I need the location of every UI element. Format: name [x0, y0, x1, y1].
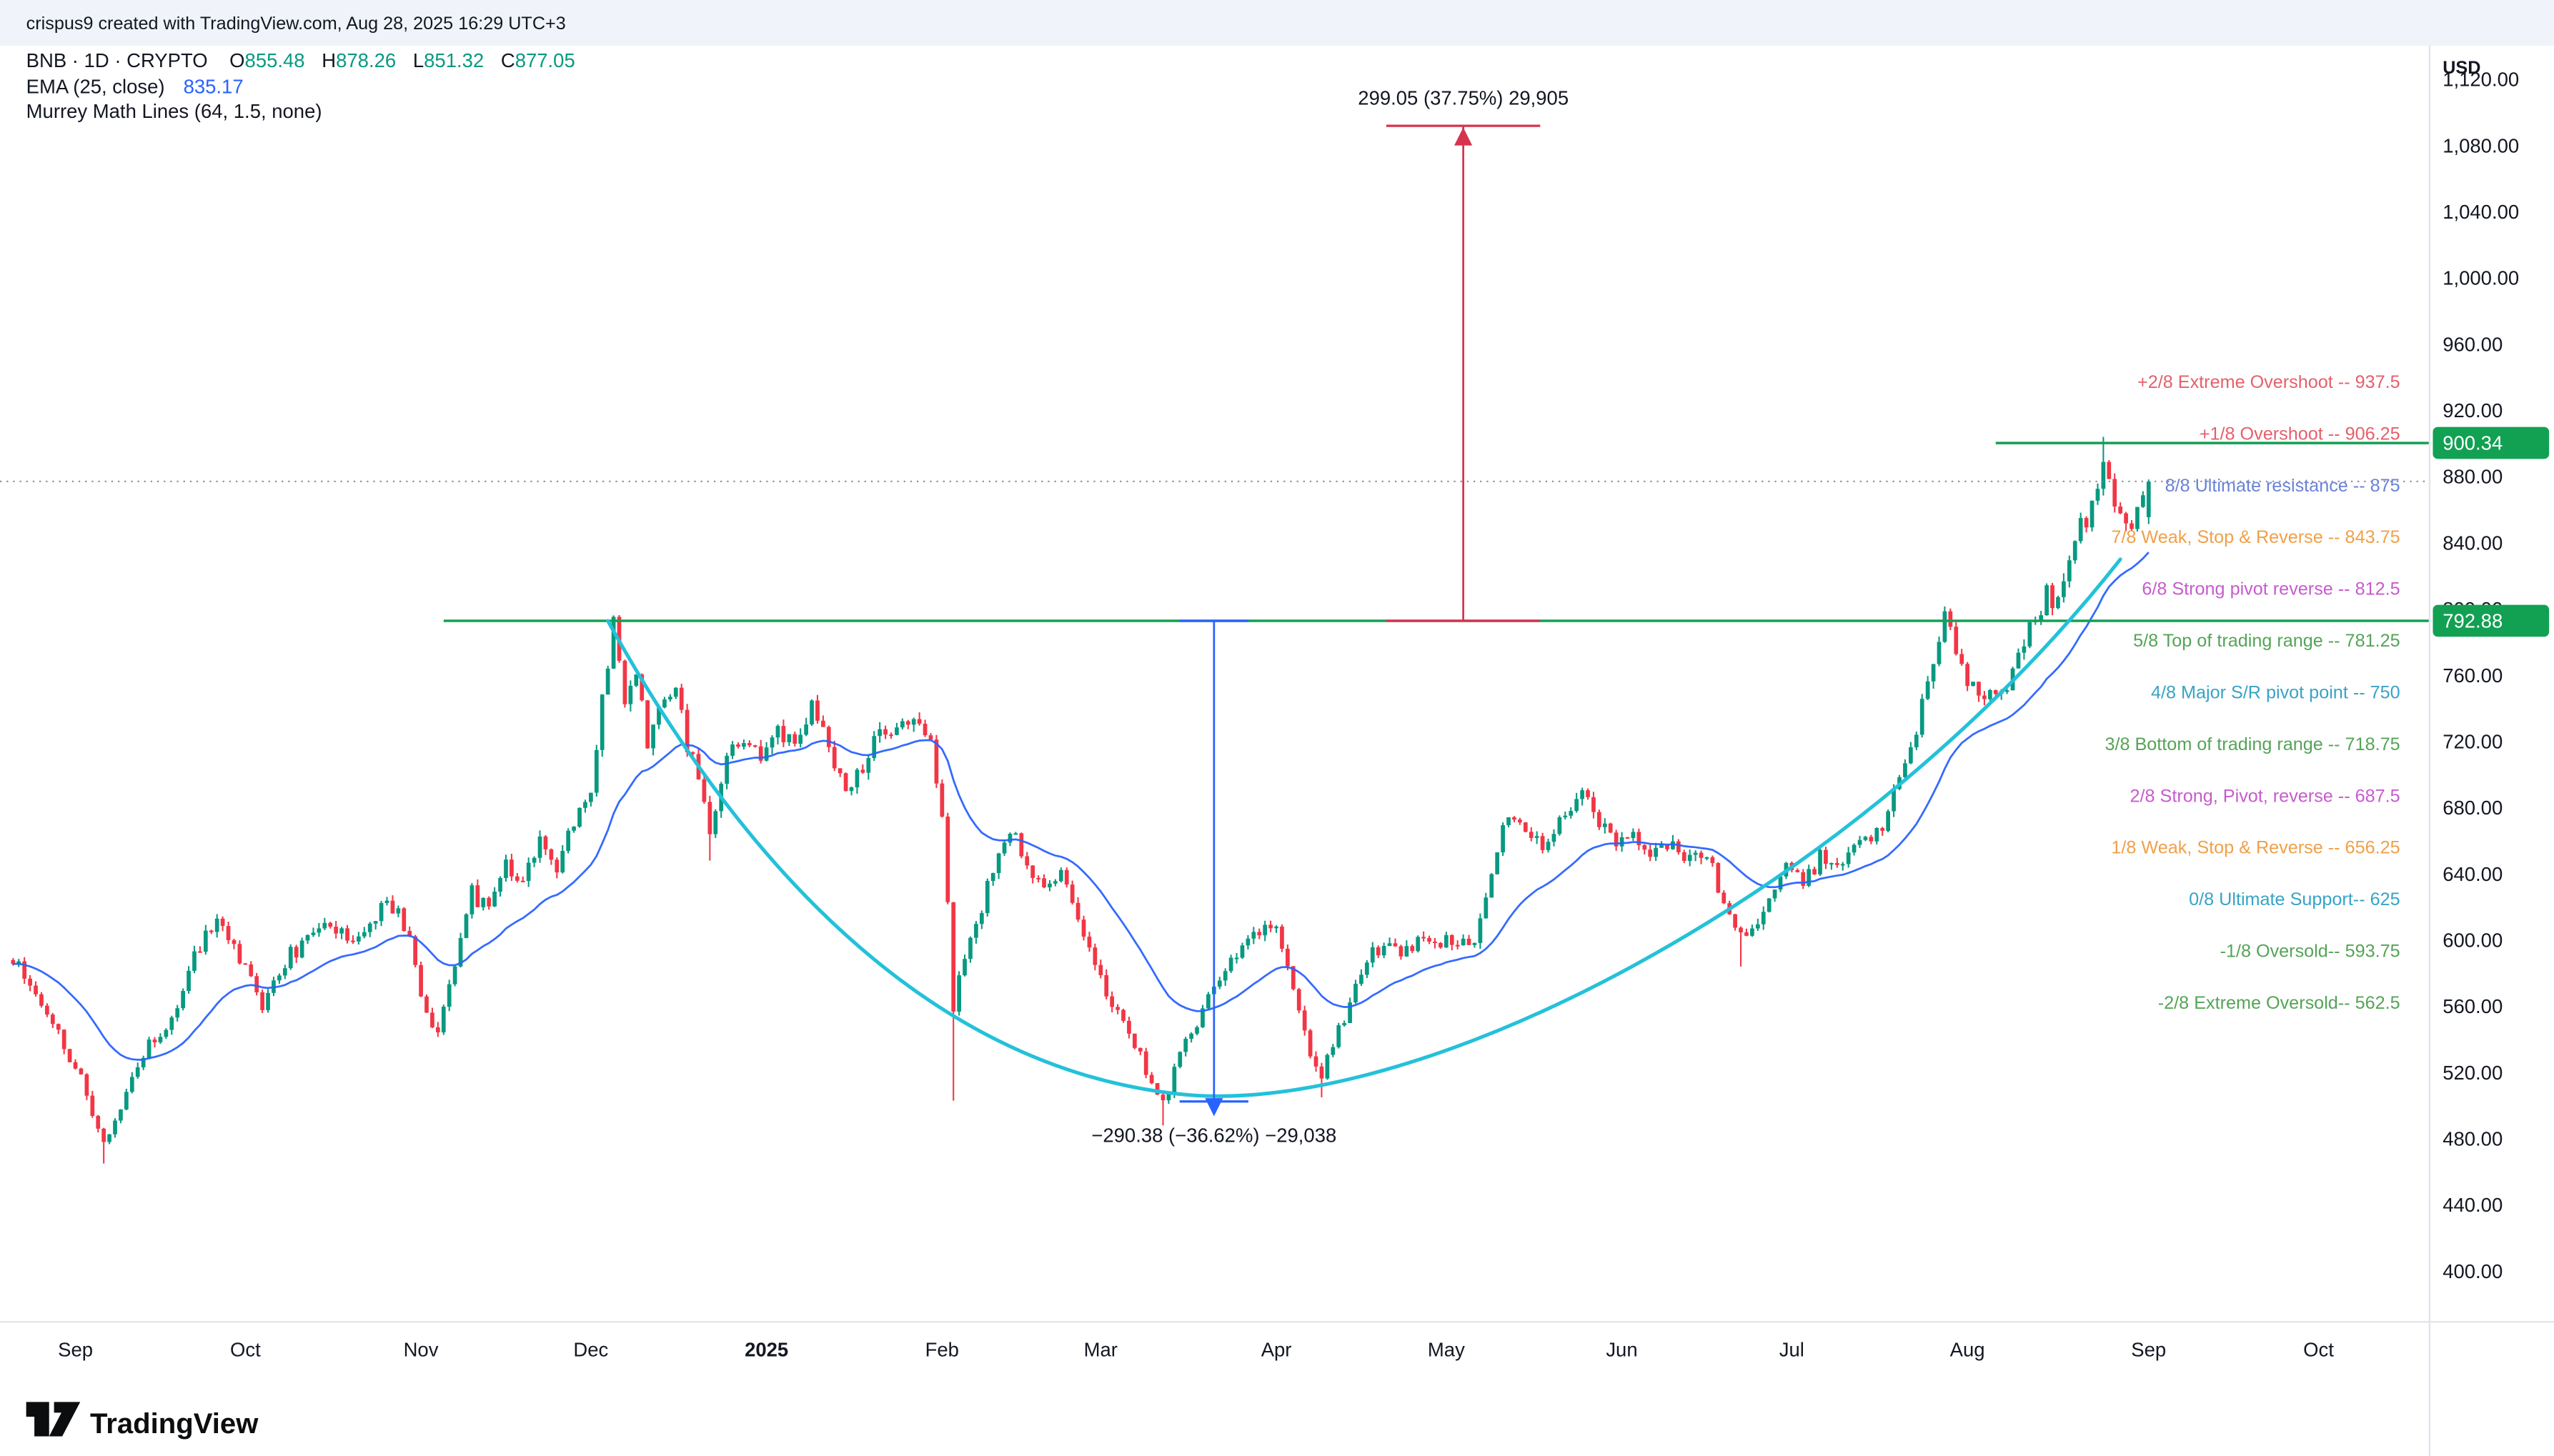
price-badge-lower-value: 792.88: [2443, 610, 2503, 632]
logo-mark-bar-icon: [26, 1402, 49, 1437]
arc-drawing[interactable]: [606, 557, 2122, 1098]
price-tick-label: 840.00: [2443, 532, 2503, 554]
price-axis-pane[interactable]: [2429, 0, 2554, 1456]
time-scale[interactable]: Sep Oct Nov Dec 2025 Feb Mar Apr May Jun Jul Aug Sep…: [58, 1338, 2334, 1360]
price-tick-label: 920.00: [2443, 399, 2503, 422]
ema-legend-row[interactable]: EMA (25, close) 835.17: [26, 76, 244, 98]
time-axis-label: Sep: [58, 1338, 93, 1360]
price-tick-label: 400.00: [2443, 1260, 2503, 1282]
murrey-line-label: 3/8 Bottom of trading range -- 718.75: [2105, 734, 2400, 754]
murrey-line-label: -2/8 Extreme Oversold-- 562.5: [2158, 993, 2400, 1013]
price-tick-label: 520.00: [2443, 1062, 2503, 1084]
symbol-title: BNB · 1D · CRYPTO: [26, 49, 208, 71]
time-axis-label: May: [1428, 1338, 1465, 1360]
price-tick-label: 960.00: [2443, 333, 2503, 355]
murrey-line-label: 4/8 Major S/R pivot point -- 750: [2151, 683, 2400, 703]
time-axis-label: Aug: [1950, 1338, 1985, 1360]
time-axis-label: Oct: [2303, 1338, 2334, 1360]
murrey-line-label: 7/8 Weak, Stop & Reverse -- 843.75: [2111, 527, 2400, 547]
price-tick-label: 1,120.00: [2443, 69, 2519, 91]
ohlc-high-value: 878.26: [336, 49, 396, 71]
ohlc-high-key: H: [322, 49, 336, 71]
ohlc-open-key: O: [229, 49, 244, 71]
logo-text: TradingView: [90, 1408, 259, 1440]
ohlc-open-value: 855.48: [245, 49, 305, 71]
price-tick-label: 1,040.00: [2443, 201, 2519, 223]
murrey-legend-row[interactable]: Murrey Math Lines (64, 1.5, none): [26, 100, 322, 122]
time-axis-label: Apr: [1261, 1338, 1292, 1360]
time-axis-label: 2025: [745, 1338, 788, 1360]
attribution-bar: [0, 0, 2554, 46]
time-axis-label: Jul: [1779, 1338, 1804, 1360]
price-range-up-drawing[interactable]: [1386, 124, 1541, 622]
time-axis-label: Nov: [404, 1338, 439, 1360]
price-badge-upper-value: 900.34: [2443, 432, 2503, 454]
ema-value: 835.17: [184, 76, 244, 98]
price-tick-label: 440.00: [2443, 1194, 2503, 1216]
murrey-line-label: +2/8 Extreme Overshoot -- 937.5: [2137, 372, 2400, 392]
murrey-line-label: 8/8 Ultimate resistance -- 875: [2165, 476, 2400, 496]
price-range-down-label[interactable]: −290.38 (−36.62%) −29,038: [1091, 1124, 1336, 1146]
price-tick-label: 640.00: [2443, 863, 2503, 885]
tradingview-logo[interactable]: TradingView: [26, 1402, 259, 1440]
price-axis-currency[interactable]: USD: [2443, 58, 2480, 78]
logo-mark-seven-icon: [49, 1402, 81, 1437]
ema-line[interactable]: [13, 552, 2150, 1061]
candlestick-series[interactable]: [11, 437, 2151, 1164]
attribution-text: crispus9 created with TradingView.com, A…: [26, 14, 566, 34]
arrow-up-icon: [1454, 127, 1473, 146]
price-tick-label: 880.00: [2443, 466, 2503, 488]
murrey-math-labels: +2/8 Extreme Overshoot -- 937.5 +1/8 Over…: [2105, 372, 2400, 1013]
ohlc-low-key: L: [413, 49, 424, 71]
murrey-line-label: 0/8 Ultimate Support-- 625: [2189, 889, 2400, 909]
murrey-line-label: +1/8 Overshoot -- 906.25: [2200, 424, 2400, 444]
murrey-line-label: -1/8 Oversold-- 593.75: [2220, 942, 2400, 962]
price-tick-label: 760.00: [2443, 664, 2503, 687]
murrey-line-label: 1/8 Weak, Stop & Reverse -- 656.25: [2111, 838, 2400, 858]
time-axis-pane[interactable]: [0, 1322, 2430, 1456]
price-tick-label: 720.00: [2443, 730, 2503, 752]
ema-label: EMA (25, close): [26, 76, 165, 98]
price-tick-label: 480.00: [2443, 1128, 2503, 1150]
time-axis-label: Mar: [1084, 1338, 1118, 1360]
ohlc-close-key: C: [501, 49, 515, 71]
price-scale[interactable]: 400.00 440.00 480.00 520.00 560.00 600.00 640.…: [2443, 69, 2519, 1282]
symbol-legend-row[interactable]: BNB · 1D · CRYPTO O855.48 H878.26 L851.3…: [26, 49, 575, 71]
ohlc-close-value: 877.05: [515, 49, 575, 71]
murrey-line-label: 6/8 Strong pivot reverse -- 812.5: [2142, 579, 2400, 599]
time-axis-label: Sep: [2131, 1338, 2166, 1360]
price-badge-upper: 900.34: [2433, 427, 2550, 459]
price-tick-label: 1,080.00: [2443, 134, 2519, 156]
price-range-down-drawing[interactable]: [1179, 619, 1248, 1117]
ohlc-low-value: 851.32: [424, 49, 484, 71]
murrey-line-label: 2/8 Strong, Pivot, reverse -- 687.5: [2130, 786, 2400, 806]
price-tick-label: 680.00: [2443, 797, 2503, 819]
price-tick-label: 1,000.00: [2443, 267, 2519, 289]
time-axis-label: Jun: [1606, 1338, 1637, 1360]
price-range-up-label[interactable]: 299.05 (37.75%) 29,905: [1358, 87, 1569, 109]
price-tick-label: 560.00: [2443, 995, 2503, 1017]
time-axis-label: Oct: [230, 1338, 261, 1360]
time-axis-label: Dec: [573, 1338, 608, 1360]
price-badge-lower: 792.88: [2433, 604, 2550, 637]
price-tick-label: 600.00: [2443, 929, 2503, 951]
murrey-line-label: 5/8 Top of trading range -- 781.25: [2133, 631, 2400, 651]
time-axis-label: Feb: [925, 1338, 959, 1360]
arrow-down-icon: [1205, 1098, 1223, 1117]
chart-header: crispus9 created with TradingView.com, A…: [26, 14, 575, 122]
